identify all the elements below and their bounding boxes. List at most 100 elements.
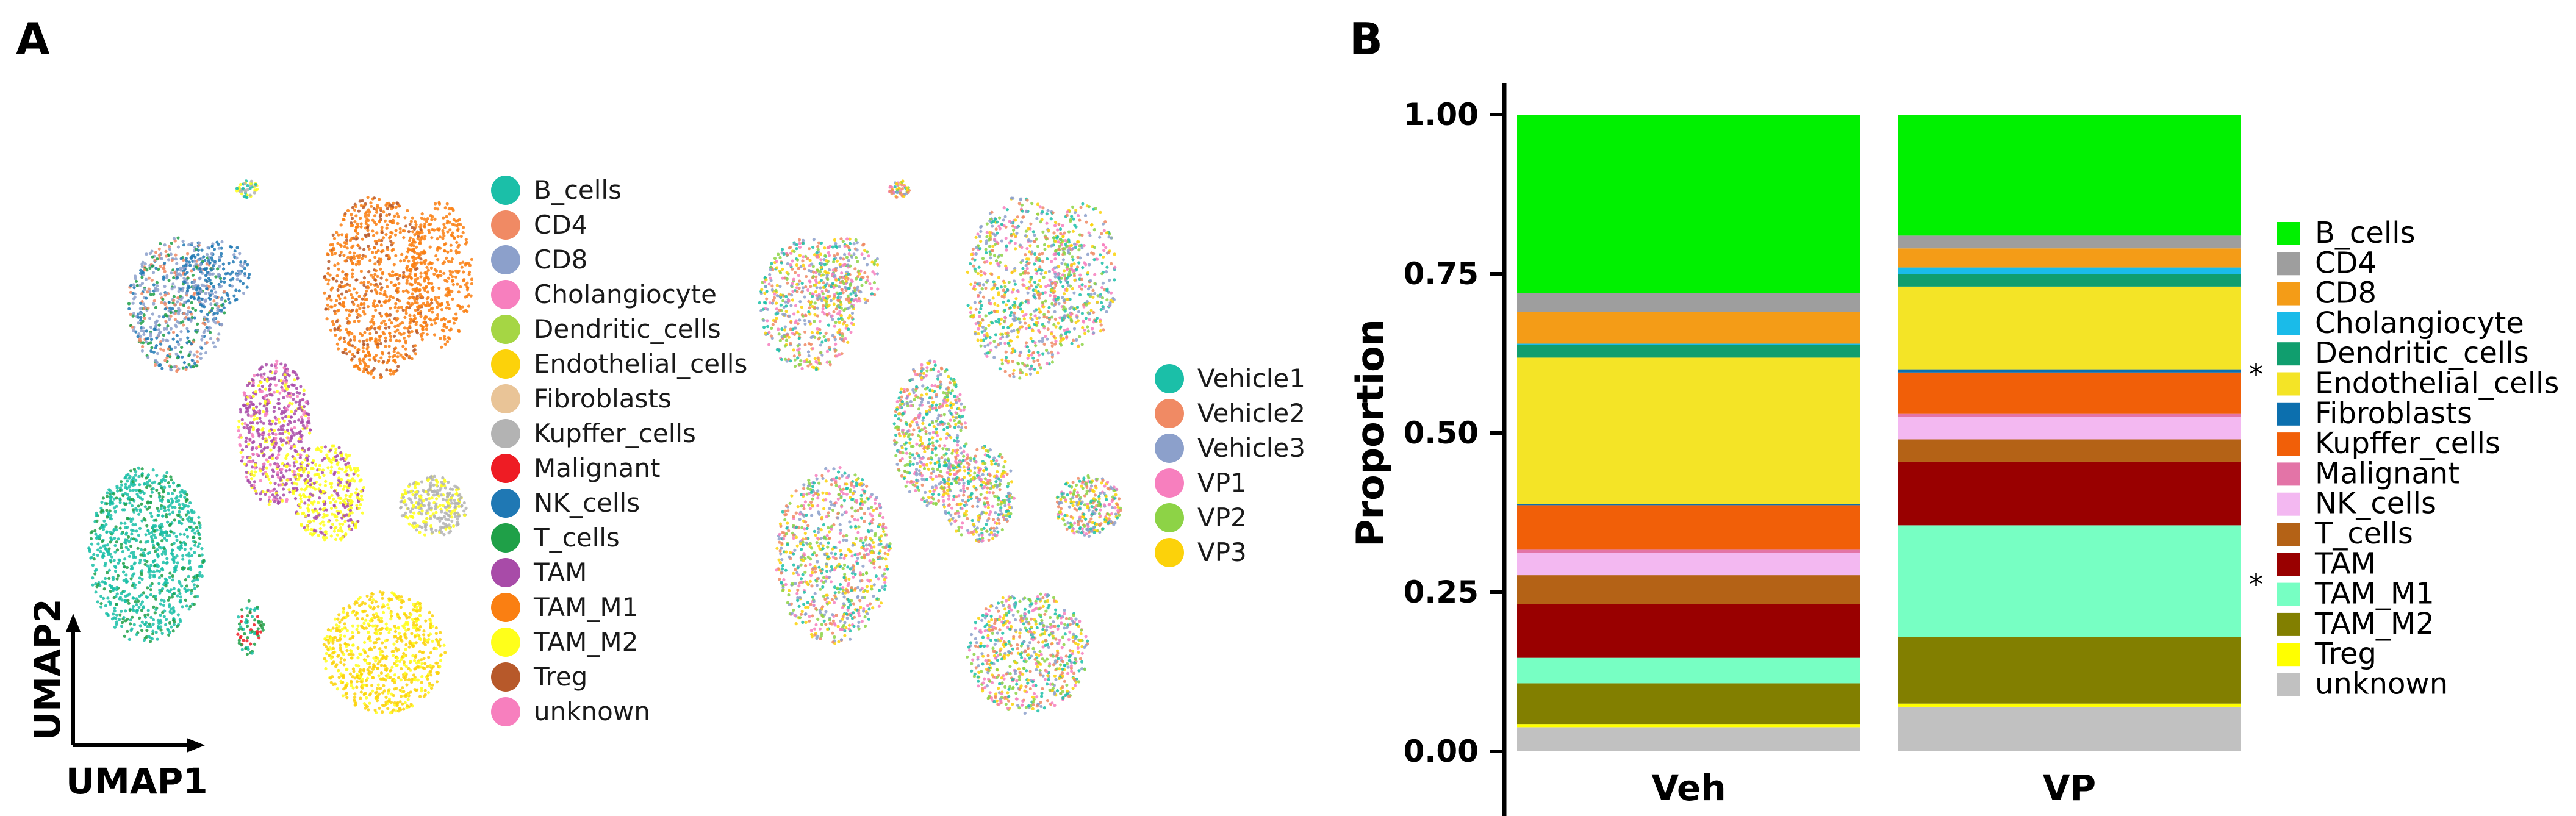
cluster-malignant (236, 599, 265, 656)
legend-label: CD8 (2315, 276, 2377, 310)
legend-swatch (2277, 553, 2300, 576)
bar-segment-vp-kupffer-cells (1898, 372, 2241, 414)
legend-swatch (2277, 312, 2300, 335)
celltype-legend-swatch (491, 349, 520, 379)
celltype-legend-label: unknown (534, 696, 650, 726)
y-tick-label: 0.00 (1404, 734, 1479, 769)
bar-segment-veh-t-cells (1517, 575, 1860, 604)
umap-plot-celltype (87, 179, 474, 715)
legend-swatch (2277, 492, 2300, 516)
sample-legend-label: VP2 (1197, 503, 1247, 532)
celltype-legend-item-tam: TAM (491, 558, 587, 587)
bar-segment-vp-cd4 (1898, 235, 2241, 249)
cluster-tam-m1 (323, 196, 435, 379)
bar-segment-veh-endothelial-cells (1517, 357, 1860, 504)
legend-item-cd4: CD4 (2277, 246, 2377, 280)
legend-item-t-cells: T_cells (2277, 517, 2413, 551)
sample-cluster-t-upper (808, 237, 880, 311)
umap1-arrowhead (187, 738, 205, 753)
celltype-legend-label: TAM_M1 (534, 592, 639, 622)
legend-label: NK_cells (2315, 487, 2436, 521)
cluster-kupffer (399, 474, 468, 537)
legend-label: unknown (2315, 667, 2448, 701)
significance-marker-tam-m1: * (2249, 568, 2263, 601)
celltype-legend-swatch (491, 419, 520, 448)
legend-swatch (2277, 612, 2300, 636)
bar-segment-veh-tam (1517, 604, 1860, 658)
celltype-legend-item-fibroblasts: Fibroblasts (491, 384, 672, 413)
celltype-legend-label: CD8 (534, 245, 588, 274)
legend-item-kupffer-cells: Kupffer_cells (2277, 426, 2500, 460)
bar-segment-vp-b-cells (1898, 115, 2241, 236)
legend-swatch (2277, 432, 2300, 456)
bar-segment-vp-endothelial-cells (1898, 286, 2241, 370)
sample-cluster-endothelial (966, 592, 1089, 715)
sample-legend-item-vp3: VP3 (1155, 538, 1247, 567)
bar-segment-veh-nk-cells (1517, 553, 1860, 576)
bar-segment-veh-unknown (1517, 727, 1860, 751)
y-tick-label: 0.50 (1404, 415, 1479, 451)
sample-legend-label: Vehicle3 (1197, 433, 1305, 463)
celltype-legend-item-tam-m1: TAM_M1 (491, 593, 638, 622)
bar-segment-veh-tam-m2 (1517, 683, 1860, 725)
sample-legend-item-vehicle1: Vehicle1 (1155, 364, 1305, 393)
celltype-legend-label: Treg (534, 662, 588, 692)
legend-item-malignant: Malignant (2277, 456, 2459, 490)
bar-segment-vp-tam (1898, 461, 2241, 526)
celltype-legend-label: T_cells (534, 523, 620, 553)
celltype-legend-swatch (491, 315, 520, 344)
legend-swatch (2277, 402, 2300, 426)
cluster-top-small (235, 179, 259, 199)
cluster-tam-m1-arm (404, 201, 474, 349)
celltype-legend-label: B_cells (534, 175, 622, 205)
celltype-legend-swatch (491, 558, 520, 587)
y-tick-label: 0.75 (1404, 256, 1479, 292)
legend-swatch (2277, 462, 2300, 486)
celltype-legend-label: Endothelial_cells (534, 349, 748, 379)
bar-segment-veh-tam-m1 (1517, 657, 1860, 684)
sample-cluster-b-cells (775, 466, 892, 645)
bar-segment-veh-cholangiocyte (1517, 343, 1860, 345)
celltype-legend-label: Dendritic_cells (534, 314, 721, 344)
sample-cluster-top-small (888, 179, 911, 199)
legend-swatch (2277, 582, 2300, 606)
legend-label: Cholangiocyte (2315, 306, 2524, 340)
celltype-legend-label: Cholangiocyte (534, 279, 717, 309)
y-axis-label: Proportion (1348, 319, 1393, 547)
bar-segment-veh-cd4 (1517, 293, 1860, 312)
bar-segment-vp-unknown (1898, 706, 2241, 751)
umap-axis-arrows (66, 614, 205, 753)
bar-segment-vp-nk-cells (1898, 417, 2241, 440)
sample-legend-item-vp2: VP2 (1155, 503, 1247, 532)
sample-legend-swatch (1155, 538, 1184, 567)
sample-cluster-tam-m1-arm (1049, 202, 1117, 349)
celltype-legend-label: Malignant (534, 453, 661, 483)
sample-legend-label: VP3 (1197, 537, 1247, 567)
umap2-arrowhead (66, 614, 81, 632)
legend-item-tam: TAM (2277, 546, 2376, 581)
umap-plot-sample (758, 179, 1122, 715)
cluster-b-cells (87, 466, 206, 643)
stacked-bar-chart: 0.00 0.25 0.50 0.75 1.00 Proportion Veh VP * * B_c… (1348, 83, 2559, 816)
celltype-legend-swatch (491, 697, 520, 726)
sample-cluster-tam-m2 (942, 445, 1016, 543)
legend-item-tam-m2: TAM_M2 (2277, 607, 2434, 641)
legend-label: B_cells (2315, 216, 2416, 250)
bar-segment-vp-malignant (1898, 413, 2241, 417)
celltype-legend-swatch (491, 384, 520, 413)
celltype-legend-item-tam-m2: TAM_M2 (491, 628, 638, 657)
panel-b-label: B (1349, 13, 1383, 65)
bar-segment-vp-tam-m2 (1898, 637, 2241, 704)
sample-legend-swatch (1155, 434, 1184, 463)
bar-segment-veh-cd8 (1517, 312, 1860, 344)
legend-label: Treg (2314, 637, 2377, 671)
celltype-legend-label: CD4 (534, 210, 588, 240)
cluster-tam-m2 (292, 444, 366, 542)
bar-segment-vp-cholangiocyte (1898, 267, 2241, 274)
legend-item-fibroblasts: Fibroblasts (2277, 396, 2472, 431)
celltype-legend-item-unknown: unknown (491, 697, 650, 726)
bar-segment-veh-treg (1517, 724, 1860, 728)
cluster-t-cd8-upper (176, 240, 251, 313)
legend-swatch (2277, 342, 2300, 366)
legend-swatch (2277, 222, 2300, 245)
